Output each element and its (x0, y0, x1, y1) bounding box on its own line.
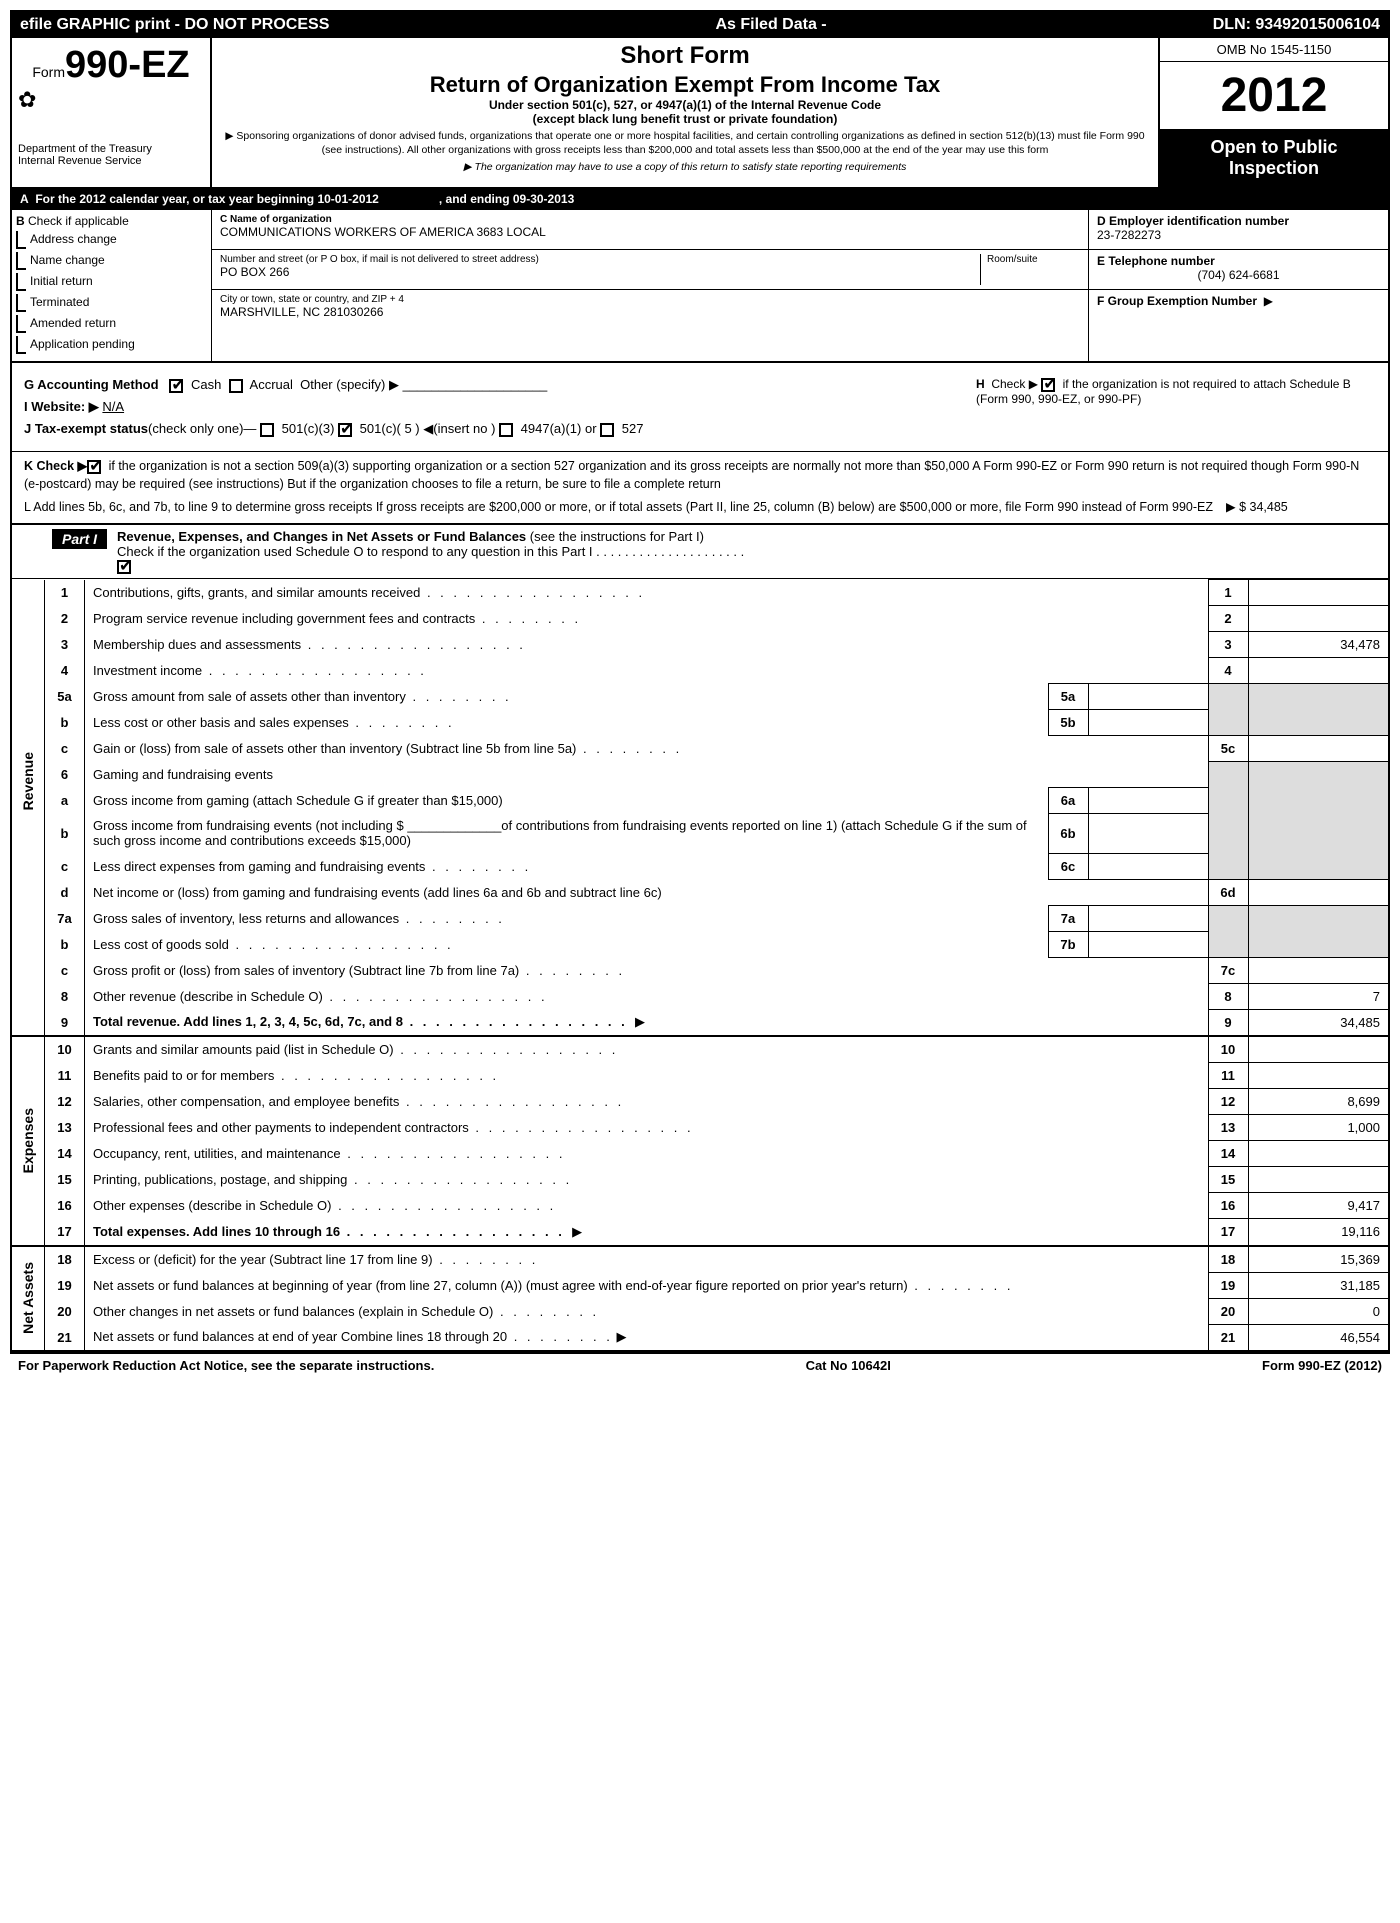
header-bullet-1: ▶ Sponsoring organizations of donor advi… (222, 130, 1148, 157)
checkbox-4947[interactable] (499, 423, 513, 437)
val-13: 1,000 (1248, 1115, 1388, 1141)
topbar-mid: As Filed Data - (715, 16, 826, 34)
checkbox-527[interactable] (600, 423, 614, 437)
checkbox-501c3[interactable] (260, 423, 274, 437)
val-17: 19,116 (1248, 1219, 1388, 1246)
header-bullet-2: ▶ The organization may have to use a cop… (222, 161, 1148, 175)
phone: (704) 624-6681 (1097, 268, 1380, 282)
val-18: 15,369 (1248, 1246, 1388, 1273)
short-form-title: Short Form (222, 42, 1148, 70)
side-netassets: Net Assets (20, 1262, 36, 1334)
dept-treasury: Department of the Treasury (18, 143, 204, 155)
section-bcdef: B Check if applicable Address change Nam… (12, 210, 1388, 363)
col-b: B Check if applicable Address change Nam… (12, 210, 212, 361)
l-amount: ▶ $ 34,485 (1226, 499, 1376, 517)
row-k: K Check ▶ if the organization is not a s… (24, 458, 1376, 493)
form-number: 990-EZ (65, 44, 190, 86)
header-mid: Short Form Return of Organization Exempt… (212, 38, 1158, 187)
val-3: 34,478 (1248, 632, 1388, 658)
checkbox-pending[interactable] (16, 336, 26, 354)
val-12: 8,699 (1248, 1089, 1388, 1115)
org-city: MARSHVILLE, NC 281030266 (220, 305, 1080, 319)
form-container: efile GRAPHIC print - DO NOT PROCESS As … (10, 10, 1390, 1354)
top-bar: efile GRAPHIC print - DO NOT PROCESS As … (12, 12, 1388, 38)
col-def: D Employer identification number 23-7282… (1088, 210, 1388, 361)
checkbox-accrual[interactable] (229, 379, 243, 393)
checkbox-address-change[interactable] (16, 231, 26, 249)
part-badge: Part I (52, 529, 107, 549)
row-g: G Accounting Method Cash Accrual Other (… (24, 377, 976, 393)
footer-mid: Cat No 10642I (806, 1358, 891, 1373)
org-street: PO BOX 266 (220, 265, 980, 279)
val-9: 34,485 (1248, 1009, 1388, 1036)
form-prefix: Form (32, 64, 65, 80)
checkbox-cash[interactable] (169, 379, 183, 393)
checkbox-terminated[interactable] (16, 294, 26, 312)
checkbox-k[interactable] (87, 460, 101, 474)
header-left: Form990-EZ ✿ Department of the Treasury … (12, 38, 212, 187)
omb-number: OMB No 1545-1150 (1160, 38, 1388, 62)
subtitle-1: Under section 501(c), 527, or 4947(a)(1)… (222, 98, 1148, 112)
checkbox-501c[interactable] (338, 423, 352, 437)
row-h: H Check ▶ if the organization is not req… (976, 377, 1376, 406)
checkbox-h[interactable] (1041, 378, 1055, 392)
val-19: 31,185 (1248, 1272, 1388, 1298)
org-name: COMMUNICATIONS WORKERS OF AMERICA 3683 L… (220, 225, 1080, 239)
footer-right: Form 990-EZ (2012) (1262, 1358, 1382, 1373)
val-20: 0 (1248, 1298, 1388, 1324)
row-l: L Add lines 5b, 6c, and 7b, to line 9 to… (24, 499, 1376, 517)
topbar-right: DLN: 93492015006104 (1213, 16, 1380, 34)
side-expenses: Expenses (20, 1108, 36, 1173)
val-21: 46,554 (1248, 1324, 1388, 1351)
lines-table: Revenue 1 Contributions, gifts, grants, … (12, 579, 1388, 1352)
ein: 23-7282273 (1097, 228, 1161, 242)
tax-year: 2012 (1160, 62, 1388, 129)
checkbox-part-i[interactable] (117, 560, 131, 574)
return-title: Return of Organization Exempt From Incom… (222, 72, 1148, 98)
open-public: Open to Public Inspection (1160, 129, 1388, 187)
side-revenue: Revenue (20, 752, 36, 810)
footer: For Paperwork Reduction Act Notice, see … (10, 1354, 1390, 1377)
section-kl: K Check ▶ if the organization is not a s… (12, 452, 1388, 525)
row-i: I Website: ▶ N/A (24, 399, 976, 415)
checkbox-name-change[interactable] (16, 252, 26, 270)
header-right: OMB No 1545-1150 2012 Open to Public Ins… (1158, 38, 1388, 187)
checkbox-initial-return[interactable] (16, 273, 26, 291)
col-c: C Name of organization COMMUNICATIONS WO… (212, 210, 1088, 361)
part-i-header: Part I Revenue, Expenses, and Changes in… (12, 525, 1388, 580)
row-j: J Tax-exempt status(check only one)— 501… (24, 421, 976, 437)
val-8: 7 (1248, 983, 1388, 1009)
footer-left: For Paperwork Reduction Act Notice, see … (18, 1358, 434, 1373)
topbar-left: efile GRAPHIC print - DO NOT PROCESS (20, 16, 329, 34)
irs-label: Internal Revenue Service (18, 155, 204, 167)
val-16: 9,417 (1248, 1193, 1388, 1219)
subtitle-2: (except black lung benefit trust or priv… (222, 112, 1148, 126)
row-a: A For the 2012 calendar year, or tax yea… (12, 189, 1388, 210)
section-ghij: G Accounting Method Cash Accrual Other (… (12, 363, 1388, 452)
header: Form990-EZ ✿ Department of the Treasury … (12, 38, 1388, 189)
checkbox-amended[interactable] (16, 315, 26, 333)
